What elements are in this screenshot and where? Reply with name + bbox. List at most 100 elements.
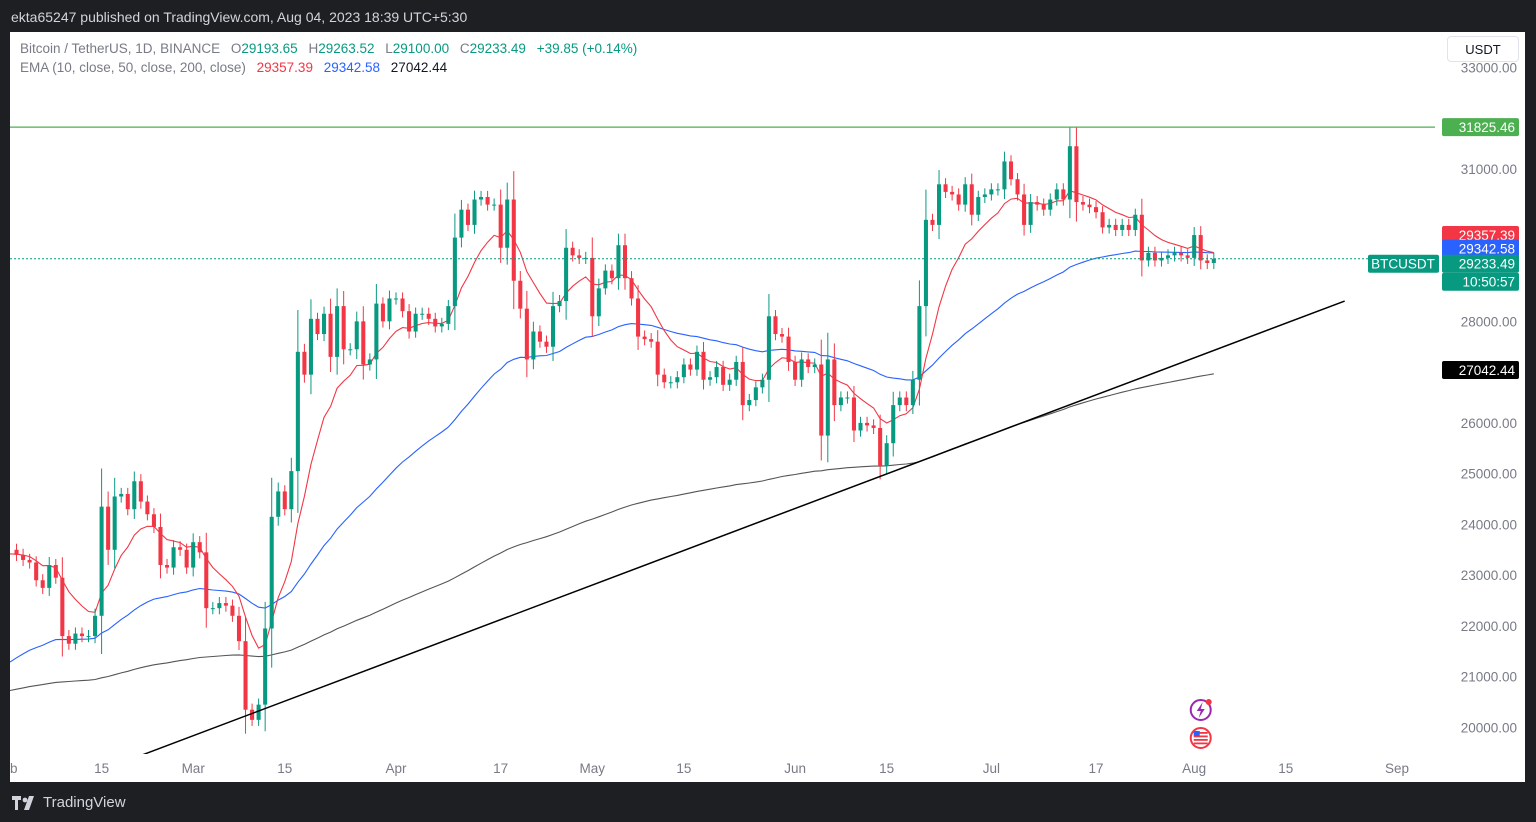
candle-body xyxy=(622,245,628,279)
candle-body xyxy=(1185,255,1190,258)
candle-body xyxy=(714,367,719,378)
candle-body xyxy=(250,709,255,720)
candle-body xyxy=(459,209,464,238)
candle-body xyxy=(937,184,942,225)
candle-body xyxy=(668,382,673,384)
candle-body xyxy=(184,549,189,568)
low-label: L xyxy=(385,41,393,56)
x-tick-label: Sep xyxy=(1385,761,1409,776)
candle-body xyxy=(380,303,385,322)
candle-body xyxy=(544,341,549,347)
candle-body xyxy=(923,219,928,307)
tradingview-brand: TradingView xyxy=(43,794,126,811)
candle-body xyxy=(832,359,837,406)
x-tick-label: 15 xyxy=(277,761,292,776)
candle-body xyxy=(577,255,582,258)
candle-body xyxy=(845,397,850,399)
candle-body xyxy=(1113,224,1118,230)
candle-body xyxy=(779,334,785,337)
resistance-price-tag: 31825.46 xyxy=(1459,120,1515,135)
candle-body xyxy=(479,196,484,200)
candle-body xyxy=(465,209,470,225)
candle-body xyxy=(910,379,915,406)
x-tick-label: 17 xyxy=(493,761,508,776)
candle-body xyxy=(865,422,870,426)
candle-body xyxy=(308,318,313,375)
candle-body xyxy=(223,603,228,606)
candle-body xyxy=(550,306,556,347)
candle-body xyxy=(276,491,281,517)
support-trendline xyxy=(134,300,1345,759)
candle-body xyxy=(171,547,176,568)
currency-button[interactable]: USDT xyxy=(1447,36,1519,62)
candle-body xyxy=(1008,161,1014,180)
candle-body xyxy=(511,199,516,281)
candle-body xyxy=(766,316,771,380)
candle-body xyxy=(197,542,202,553)
candle-body xyxy=(400,298,405,312)
candle-body xyxy=(1054,189,1059,200)
candle-body xyxy=(1080,202,1085,205)
candle-body xyxy=(138,481,143,502)
symbol-legend-row[interactable]: Bitcoin / TetherUS, 1D, BINANCE O29193.6… xyxy=(20,39,637,58)
candle-body xyxy=(158,526,163,566)
candle-body xyxy=(570,247,575,256)
x-tick-label: Jul xyxy=(983,761,1000,776)
candle-body xyxy=(367,359,372,365)
candle-body xyxy=(34,562,39,581)
candle-body xyxy=(60,577,65,637)
candle-body xyxy=(1192,235,1197,258)
ema200-price-tag-bg xyxy=(1442,360,1519,379)
candle-body xyxy=(322,313,327,335)
symbol-tag: BTCUSDT xyxy=(1371,257,1435,272)
high-value: 29263.52 xyxy=(318,41,375,56)
candle-body xyxy=(178,547,183,550)
candle-body xyxy=(1126,224,1131,230)
candle-body xyxy=(642,336,647,340)
candle-body xyxy=(760,379,765,388)
candle-body xyxy=(878,427,883,467)
candle-body xyxy=(1035,202,1040,205)
candle-body xyxy=(1087,204,1092,208)
candle-body xyxy=(1094,207,1099,213)
ema200-line xyxy=(10,373,1214,692)
ema-legend-row[interactable]: EMA (10, close, 50, close, 200, close) 2… xyxy=(20,58,637,77)
last-price-tag: 29233.49 xyxy=(1459,257,1515,272)
candle-body xyxy=(47,565,52,588)
candle-body xyxy=(1198,235,1203,261)
tradingview-logo[interactable]: TradingView xyxy=(12,794,126,811)
candle-body xyxy=(282,491,287,510)
candle-body xyxy=(564,247,569,302)
price-chart[interactable]: 20000.00 21000.00 22000.00 23000.00 24000.00… xyxy=(10,32,1525,782)
candle-body xyxy=(269,516,274,629)
candle-body xyxy=(524,308,529,360)
candle-body xyxy=(112,496,117,550)
notification-dot-icon xyxy=(1205,699,1212,705)
candle-body xyxy=(210,608,215,610)
x-tick-label: May xyxy=(580,761,606,776)
x-tick-label: 15 xyxy=(879,761,894,776)
ema200-layer xyxy=(10,373,1214,692)
x-tick-label: Apr xyxy=(385,761,407,776)
candle-body xyxy=(452,237,457,307)
candle-body xyxy=(688,364,693,370)
y-tick-label: 24000.00 xyxy=(1461,517,1517,532)
candle-body xyxy=(348,349,353,351)
candle-body xyxy=(1159,257,1164,261)
y-tick-label: 21000.00 xyxy=(1461,670,1517,685)
candle-body xyxy=(629,278,634,299)
symbol-title[interactable]: Bitcoin / TetherUS, 1D, BINANCE xyxy=(20,41,221,56)
candle-body xyxy=(132,481,137,510)
candle-body xyxy=(819,364,824,436)
candle-body xyxy=(904,397,909,406)
candle-body xyxy=(858,422,863,431)
y-tick-label: 28000.00 xyxy=(1461,314,1517,329)
candle-body xyxy=(315,318,320,335)
ema-title[interactable]: EMA (10, close, 50, close, 200, close) xyxy=(20,60,246,75)
y-tick-label: 25000.00 xyxy=(1461,467,1517,482)
close-value: 29233.49 xyxy=(469,41,526,56)
candle-body xyxy=(1061,189,1066,200)
chart-panel[interactable]: 20000.00 21000.00 22000.00 23000.00 24000.00… xyxy=(10,32,1525,782)
candle-body xyxy=(374,303,379,360)
ema50-price-tag-bg xyxy=(1442,239,1519,258)
